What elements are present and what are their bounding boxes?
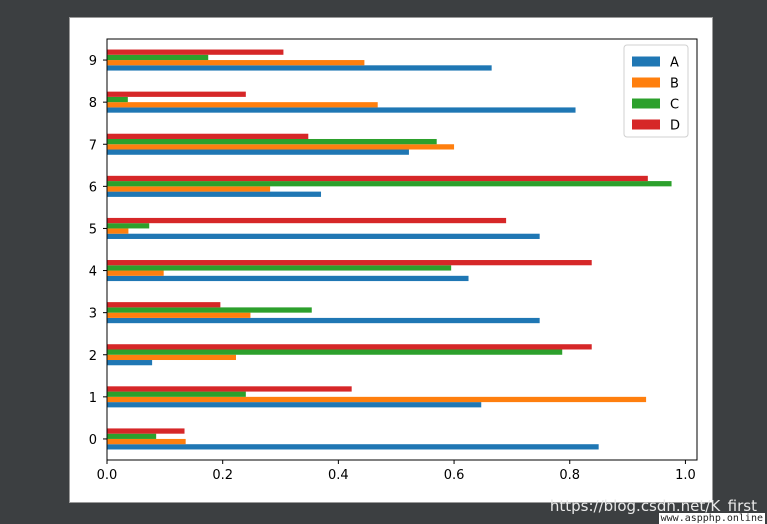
bar-D-8	[107, 91, 246, 97]
bar-B-0	[107, 438, 186, 445]
bar-A-7	[107, 149, 409, 155]
legend-label-A: A	[670, 56, 679, 71]
bar-B-7	[107, 144, 455, 150]
y-tick-label: 9	[89, 54, 97, 69]
bar-C-7	[107, 138, 437, 145]
bar-A-0	[107, 444, 599, 450]
bar-A-8	[107, 107, 576, 113]
bar-D-0	[107, 428, 185, 434]
y-tick-label: 1	[89, 391, 97, 406]
site-watermark: www.aspphp.online	[658, 513, 765, 524]
bar-D-7	[107, 133, 309, 139]
legend-swatch-B	[632, 77, 660, 88]
bar-C-4	[107, 265, 452, 271]
bar-C-3	[107, 307, 312, 313]
bar-D-5	[107, 217, 507, 224]
chart-figure: 0.0 0.2 0.4 0.6 0.8 1.0 0 1 2 3 4 5 6 7 8 9 A B C D	[69, 17, 713, 503]
bar-D-1	[107, 386, 352, 392]
bar-C-2	[107, 349, 563, 355]
bar-B-4	[107, 270, 164, 276]
y-tick-label: 3	[89, 307, 97, 322]
watermark-text: https://blog.csdn.net/K_first	[549, 497, 757, 515]
bar-A-6	[107, 191, 322, 197]
x-tick-label: 0.2	[212, 468, 233, 483]
legend-swatch-A	[632, 56, 660, 67]
legend-box	[623, 44, 689, 138]
plot-frame	[106, 38, 698, 461]
y-tick-label: 4	[89, 265, 97, 280]
x-tick-label: 0.6	[444, 468, 465, 483]
legend-label-D: D	[670, 119, 680, 134]
bar-A-5	[107, 233, 540, 239]
y-tick-label: 8	[89, 96, 97, 111]
y-tick-label: 6	[89, 180, 97, 195]
bar-D-6	[107, 175, 648, 182]
x-tick-label: 0.4	[328, 468, 349, 483]
y-tick-label: 5	[89, 222, 97, 237]
bar-B-9	[107, 60, 365, 66]
y-tick-label: 2	[89, 349, 97, 364]
x-tick-label: 0.0	[97, 468, 118, 483]
legend-label-B: B	[670, 77, 679, 92]
legend-swatch-D	[632, 119, 660, 130]
bar-C-6	[107, 181, 672, 187]
bar-A-4	[107, 275, 469, 282]
bar-C-0	[107, 433, 157, 439]
bar-C-8	[107, 96, 128, 103]
bar-A-3	[107, 317, 540, 324]
bar-A-9	[107, 65, 492, 71]
bar-B-5	[107, 228, 129, 234]
bar-D-4	[107, 260, 592, 266]
x-tick-label: 0.8	[559, 468, 580, 483]
bar-A-2	[107, 360, 153, 366]
bar-D-9	[107, 49, 284, 55]
x-tick-label: 1.0	[675, 468, 696, 483]
bar-C-9	[107, 54, 209, 61]
bar-D-2	[107, 344, 592, 350]
legend-label-C: C	[670, 98, 679, 113]
bar-D-3	[107, 302, 221, 308]
bar-B-1	[107, 396, 647, 403]
bar-C-5	[107, 223, 150, 229]
legend-swatch-C	[632, 98, 660, 109]
bar-B-6	[107, 186, 271, 192]
y-tick-label: 7	[89, 138, 97, 153]
bar-B-3	[107, 312, 251, 318]
y-tick-label: 0	[89, 433, 97, 448]
bar-A-1	[107, 402, 482, 408]
bar-B-8	[107, 102, 378, 108]
bar-C-1	[107, 391, 246, 397]
bar-B-2	[107, 354, 236, 361]
